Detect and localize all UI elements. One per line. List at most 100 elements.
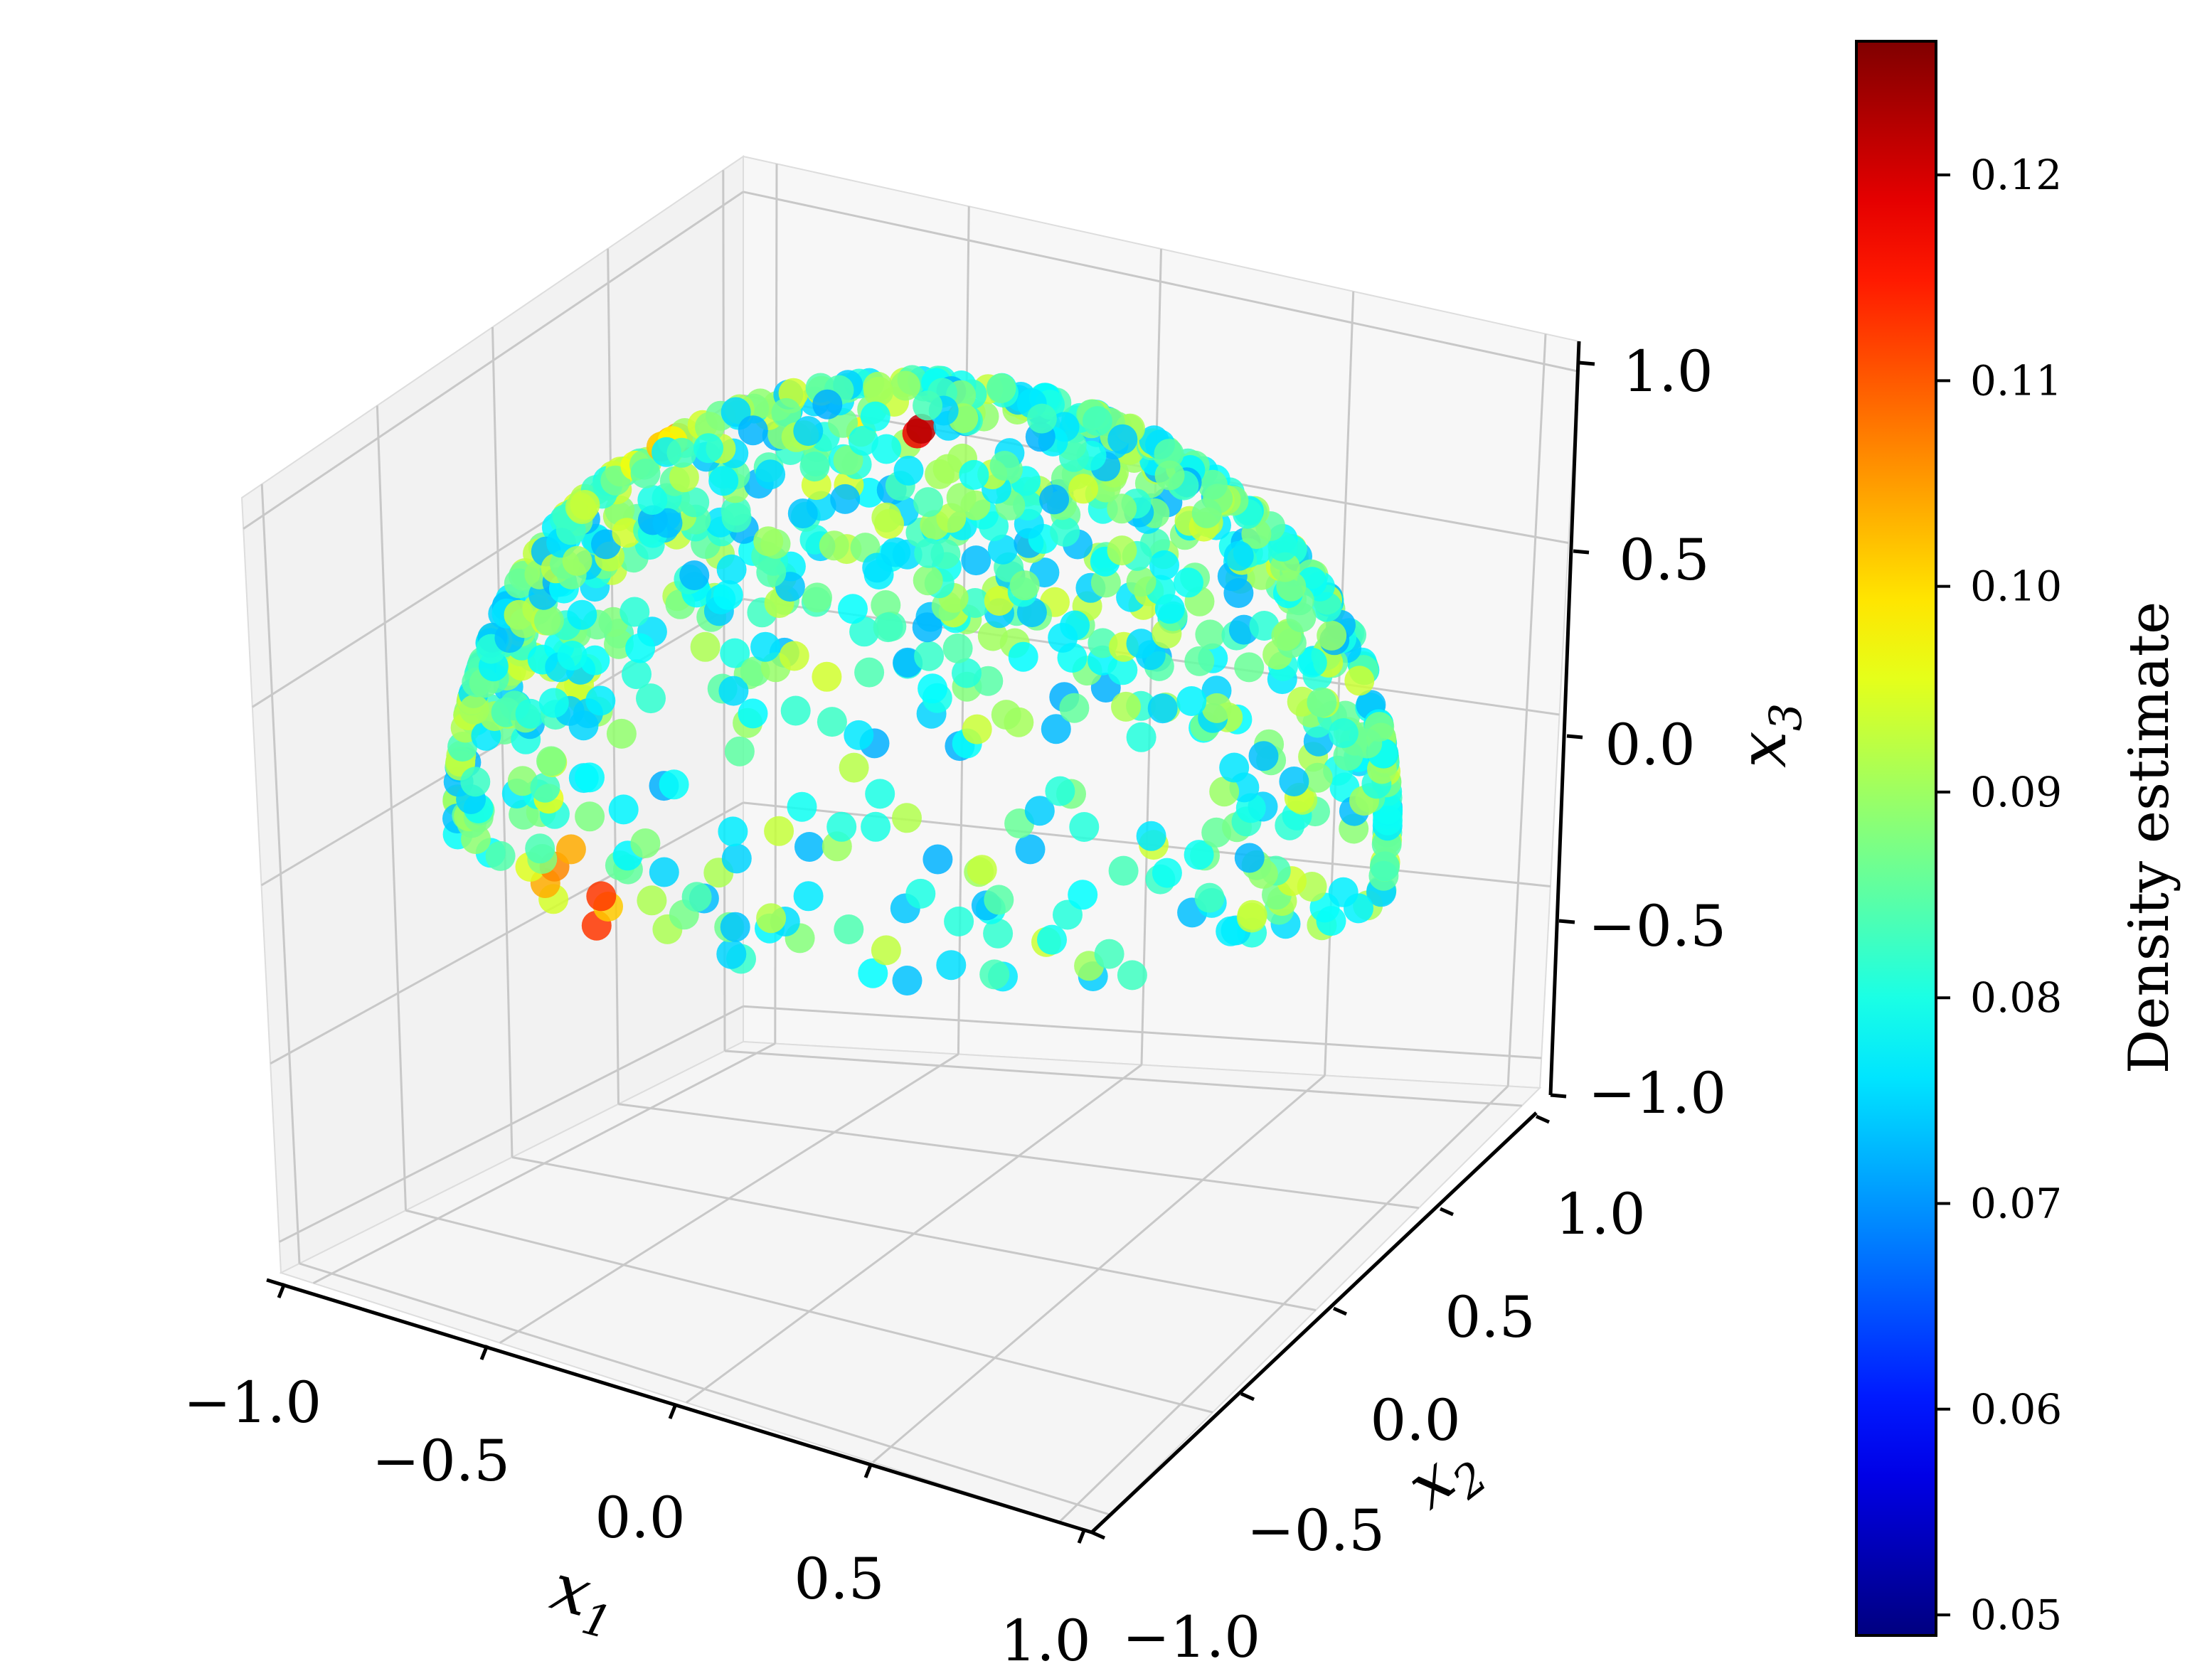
- scatter-point: [679, 560, 710, 591]
- x2-tick-label: −1.0: [1122, 1604, 1260, 1670]
- scatter-point: [567, 599, 597, 630]
- scatter-point: [718, 816, 748, 847]
- scatter-point: [755, 459, 786, 490]
- scatter-point: [1234, 843, 1265, 873]
- scatter-point: [533, 605, 564, 636]
- scatter-point: [690, 631, 721, 662]
- scatter-point: [871, 502, 902, 533]
- scatter-point: [575, 762, 605, 793]
- colorbar-tick-label: 0.11: [1970, 356, 2062, 405]
- scatter-point: [1045, 776, 1075, 806]
- floor-grid-line: [1058, 1085, 1509, 1523]
- scatter-point: [637, 885, 667, 916]
- right-pane-grid-line: [1506, 333, 1547, 1087]
- scatter-point: [606, 718, 637, 749]
- scatter-point: [724, 736, 755, 767]
- scatter-point: [738, 415, 768, 446]
- right-pane-grid-line: [1324, 291, 1355, 1076]
- colorbar-tick-label: 0.10: [1970, 562, 2062, 611]
- scatter-point: [922, 844, 953, 875]
- scatter-point: [1107, 535, 1137, 566]
- x3-tick-label: −0.5: [1588, 893, 1726, 959]
- scatter-point: [771, 397, 802, 428]
- scatter-point: [764, 816, 794, 846]
- scatter-point: [989, 451, 1020, 481]
- x2-tick-label: 0.5: [1445, 1284, 1535, 1350]
- scatter-point: [1219, 752, 1250, 783]
- scatter-point: [1317, 620, 1347, 651]
- scatter-point: [536, 746, 566, 776]
- scatter-point: [983, 918, 1014, 949]
- x3-tick-label: 0.5: [1619, 527, 1709, 593]
- scatter-point: [1248, 741, 1279, 772]
- scatter-point: [854, 657, 885, 688]
- scatter-point: [570, 490, 600, 520]
- scatter-point: [1039, 484, 1070, 515]
- scatter-point: [1090, 567, 1121, 598]
- scatter-point: [1297, 647, 1327, 678]
- x1-tick-label: 0.5: [794, 1546, 884, 1612]
- x1-tick-label: 1.0: [1000, 1608, 1090, 1671]
- scatter-point: [1136, 821, 1166, 851]
- scatter-point: [984, 586, 1014, 616]
- x1-tick: [668, 1404, 678, 1419]
- scatter-point: [1111, 691, 1141, 722]
- scatter-point: [718, 676, 749, 706]
- scatter-point: [986, 373, 1016, 403]
- scatter-point: [1234, 652, 1265, 683]
- scatter-point: [838, 594, 868, 624]
- x1-tick-label: −1.0: [184, 1370, 321, 1436]
- scatter-point: [913, 565, 943, 596]
- scatter-point: [799, 452, 830, 482]
- x3-tick: [1550, 1093, 1567, 1099]
- x3-axis-label: x3: [1725, 703, 1812, 768]
- scatter-point: [460, 767, 491, 797]
- x2-tick: [1439, 1207, 1455, 1217]
- right-pane-grid-line: [743, 1005, 1542, 1059]
- x2-tick: [1090, 1530, 1106, 1540]
- scatter-point: [1094, 939, 1124, 969]
- scatter-point: [720, 638, 750, 668]
- left-pane-grid-line: [279, 1005, 744, 1243]
- scatter-point: [530, 772, 560, 803]
- scatter-point: [952, 658, 982, 688]
- scatter-point: [1082, 406, 1112, 437]
- scatter-point: [1068, 474, 1099, 504]
- x2-axis-label: x2: [1393, 1424, 1497, 1532]
- scatter-point: [1344, 666, 1375, 696]
- left-pane-grid-line: [607, 248, 620, 1104]
- scatter-point: [1117, 960, 1147, 991]
- scatter-point: [830, 484, 861, 514]
- x2-tick: [1535, 1114, 1551, 1124]
- scatter-point: [914, 538, 945, 568]
- scatter-point: [1037, 924, 1067, 955]
- scatter-point: [959, 459, 989, 490]
- scatter-point: [659, 769, 689, 800]
- x2-tick-label: 0.0: [1370, 1387, 1460, 1453]
- scatter-point: [1050, 516, 1080, 547]
- x1-axis-line: [266, 1278, 1092, 1534]
- scatter-point: [630, 458, 661, 489]
- scatter-point: [826, 811, 857, 842]
- scatter-point: [860, 401, 890, 432]
- x2-tick-label: 1.0: [1555, 1181, 1645, 1247]
- x3-tick-label: 0.0: [1605, 712, 1695, 778]
- scatter-point: [1068, 880, 1098, 910]
- scatter-points: [442, 365, 1403, 995]
- colorbar-tick-label: 0.05: [1970, 1591, 2062, 1639]
- scatter-point: [538, 688, 569, 718]
- scatter-point: [979, 959, 1010, 990]
- scatter-point: [575, 801, 605, 832]
- scatter-point: [913, 390, 943, 421]
- scatter-point: [834, 914, 864, 944]
- scatter-point: [1198, 469, 1228, 500]
- scatter-point: [1184, 840, 1214, 870]
- scatter-point: [977, 621, 1008, 651]
- scatter-point: [871, 590, 901, 620]
- scatter-point: [681, 882, 712, 912]
- x3-tick: [1573, 549, 1590, 555]
- scatter-point: [525, 833, 555, 864]
- scatter-point: [1008, 641, 1038, 672]
- scatter-point: [557, 641, 587, 671]
- scatter-point: [918, 673, 948, 704]
